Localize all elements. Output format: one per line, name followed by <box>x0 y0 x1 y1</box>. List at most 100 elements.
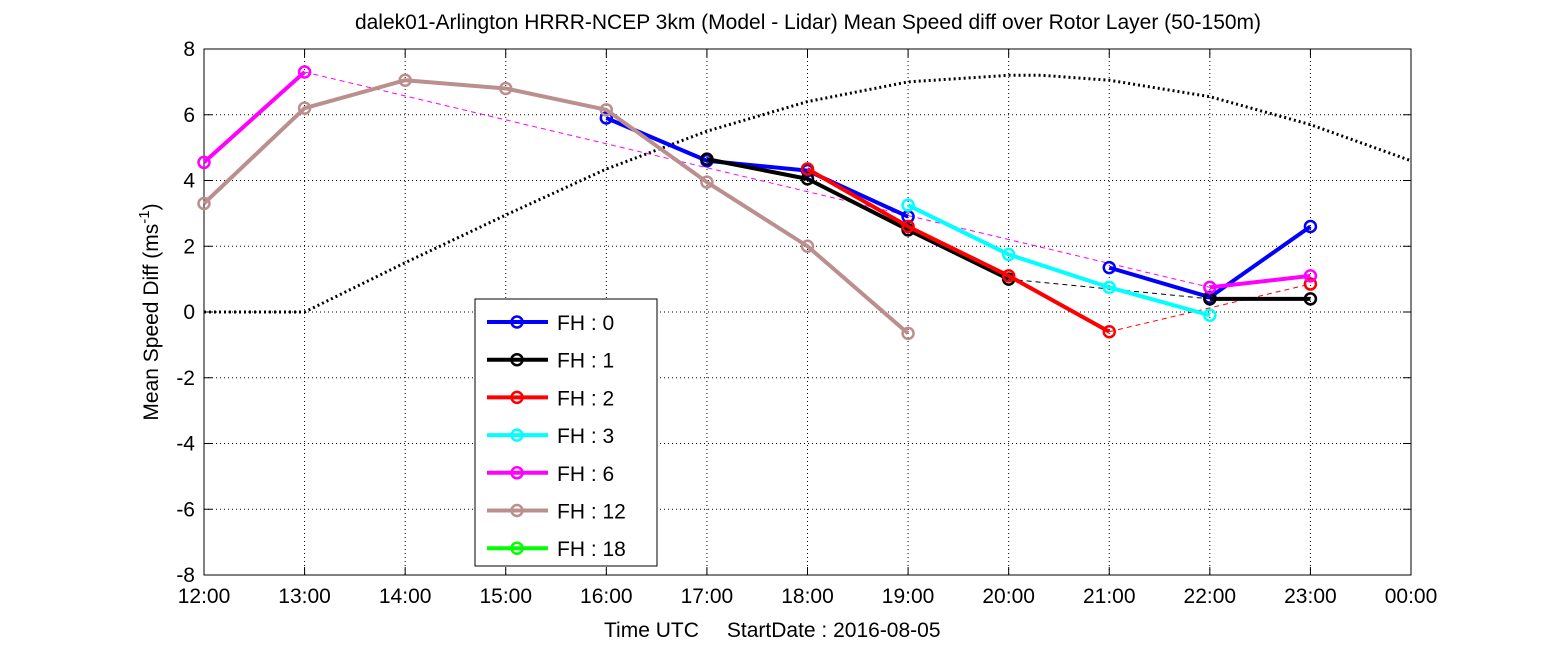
y-tick-label: -2 <box>176 367 195 390</box>
data-point <box>1303 292 1318 306</box>
legend-label: FH : 12 <box>557 501 626 524</box>
series-line <box>202 78 910 335</box>
data-point <box>700 152 714 166</box>
x-tick-label: 14:00 <box>379 585 432 608</box>
chart-title: dalek01-Arlington HRRR-NCEP 3km (Model -… <box>355 11 1261 34</box>
data-point <box>398 73 412 87</box>
legend-item: FH : 1 <box>487 350 614 373</box>
legend-swatch-marker <box>510 503 524 518</box>
data-point <box>1303 219 1318 234</box>
y-tick-label: -4 <box>176 433 195 456</box>
x-tick-label: 00:00 <box>1385 585 1438 608</box>
data-point <box>1303 277 1318 291</box>
y-tick-label: 0 <box>183 301 195 324</box>
start-date-label: StartDate : 2016-08-05 <box>727 619 941 642</box>
x-tick-label: 12:00 <box>178 585 231 608</box>
series-line <box>605 116 909 219</box>
legend-swatch-marker <box>510 466 524 480</box>
y-tick-label: 2 <box>183 235 195 258</box>
legend-label: FH : 18 <box>557 538 626 561</box>
legend-swatch-marker <box>510 390 524 405</box>
data-point <box>800 239 815 253</box>
dotted-curve-layer <box>204 73 1412 314</box>
data-point <box>1203 308 1217 323</box>
data-point <box>197 196 211 211</box>
series-line <box>907 203 1211 318</box>
dotted-curve <box>204 73 1412 314</box>
series-3 <box>901 198 1217 323</box>
series-2 <box>800 162 1318 339</box>
series-line <box>806 167 1111 334</box>
axis-ticks <box>203 48 1412 576</box>
data-point <box>1001 269 1016 283</box>
y-tick-label: -6 <box>176 498 195 521</box>
legend-item: FH : 18 <box>487 538 626 561</box>
data-point <box>1102 280 1116 295</box>
x-tick-label: 19:00 <box>882 585 935 608</box>
dashed-connector <box>1109 283 1311 333</box>
data-point <box>700 175 714 189</box>
y-axis-unit-exponent: -1 <box>136 210 153 223</box>
legend-label: FH : 1 <box>557 350 614 373</box>
data-point <box>197 155 211 170</box>
legend-label: FH : 2 <box>557 387 614 410</box>
x-tick-label: 17:00 <box>681 585 734 608</box>
data-point <box>499 81 513 96</box>
data-point <box>901 198 915 212</box>
x-tick-label: 16:00 <box>580 585 633 608</box>
legend-label: FH : 6 <box>557 463 614 486</box>
legend-item: FH : 0 <box>487 312 614 335</box>
y-tick-label: 8 <box>183 38 195 61</box>
y-tick-label: 4 <box>183 170 195 193</box>
legend: FH : 0 FH : 1 FH : 2 FH : 3 FH : 6 FH : 12 FH … <box>474 298 658 567</box>
legend-label: FH : 3 <box>557 425 614 448</box>
data-point <box>800 162 815 176</box>
plot-area <box>197 48 1412 576</box>
legend-box <box>474 298 658 567</box>
data-point <box>599 111 614 125</box>
legend-item: FH : 6 <box>487 463 614 486</box>
y-axis-label-close: ) <box>140 203 163 210</box>
x-axis-title: Time UTC <box>604 619 699 642</box>
y-axis-tick-labels: -8 -6 -4 -2 0 2 4 6 8 <box>176 38 195 587</box>
y-tick-label: -8 <box>176 564 195 587</box>
data-point <box>901 219 915 234</box>
series-layer <box>197 65 1318 341</box>
legend-swatch-marker <box>510 541 524 555</box>
x-tick-label: 18:00 <box>781 585 834 608</box>
legend-item: FH : 2 <box>487 387 614 410</box>
series-4 <box>197 65 1318 295</box>
legend-item: FH : 3 <box>487 425 614 448</box>
x-tick-label: 20:00 <box>982 585 1035 608</box>
x-axis-tick-labels: 12:00 13:00 14:00 15:00 16:00 17:00 18:00 19:00… <box>178 585 1438 608</box>
data-point <box>1303 269 1318 283</box>
data-point <box>297 101 312 115</box>
legend-item: FH : 12 <box>487 501 626 524</box>
data-point <box>1001 247 1016 262</box>
plot-frame <box>203 48 1412 576</box>
y-axis-label: Mean Speed Diff (ms-1) <box>136 203 163 420</box>
data-point <box>1102 260 1116 275</box>
data-point <box>1203 280 1217 295</box>
x-tick-label: 13:00 <box>278 585 331 608</box>
data-point <box>901 326 915 341</box>
data-point <box>599 103 614 117</box>
x-tick-label: 15:00 <box>479 585 532 608</box>
series-line <box>1209 273 1311 290</box>
series-5 <box>197 73 915 341</box>
series-line <box>202 70 306 164</box>
series-line <box>706 157 1010 281</box>
x-tick-label: 23:00 <box>1284 585 1337 608</box>
legend-swatch-marker <box>510 428 524 442</box>
data-point <box>1102 324 1116 339</box>
y-axis-title: Mean Speed Diff (ms <box>140 224 163 421</box>
data-point <box>297 65 312 79</box>
x-tick-label: 22:00 <box>1184 585 1237 608</box>
legend-swatch-marker <box>510 315 524 329</box>
x-axis-label: Time UTC StartDate : 2016-08-05 <box>604 619 941 642</box>
x-tick-label: 21:00 <box>1083 585 1136 608</box>
legend-swatch-marker <box>510 352 524 367</box>
dashed-connector <box>304 71 1210 288</box>
legend-label: FH : 0 <box>557 312 614 335</box>
